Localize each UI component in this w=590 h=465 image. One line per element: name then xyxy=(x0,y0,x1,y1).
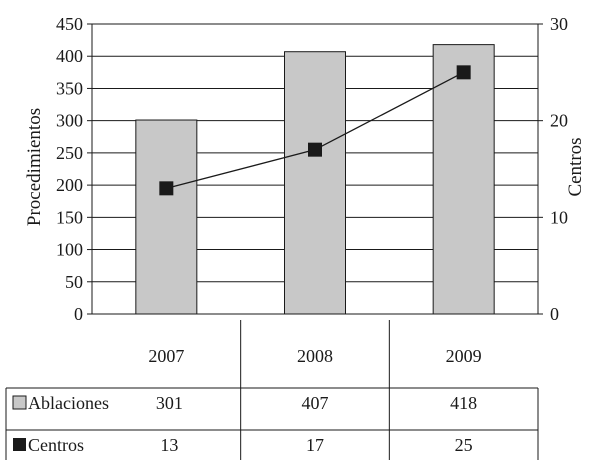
legend-label-centros: Centros xyxy=(28,435,84,455)
left-tick-label: 50 xyxy=(65,272,83,292)
right-tick-label: 20 xyxy=(550,111,568,131)
left-tick-label: 300 xyxy=(56,111,83,131)
category-label-2008: 2008 xyxy=(297,346,333,366)
right-axis-ticks: 0 10 20 30 xyxy=(538,14,568,324)
left-tick-label: 250 xyxy=(56,143,83,163)
bar-ablaciones-2008 xyxy=(284,51,346,315)
legend-swatch-ablaciones xyxy=(12,395,27,410)
table-value-centros-2009: 25 xyxy=(455,435,473,455)
table-value-ablaciones-2008: 407 xyxy=(302,393,329,413)
marker-centros-2007 xyxy=(159,181,174,196)
right-tick-label: 30 xyxy=(550,14,568,34)
left-axis-title: Procedimientos xyxy=(24,108,45,226)
left-tick-label: 200 xyxy=(56,175,83,195)
left-tick-label: 400 xyxy=(56,46,83,66)
axes xyxy=(91,24,539,315)
table-value-centros-2008: 17 xyxy=(306,435,324,455)
category-label-2007: 2007 xyxy=(148,346,184,366)
left-tick-label: 100 xyxy=(56,240,83,260)
marker-centros-2009 xyxy=(456,65,471,80)
right-tick-label: 10 xyxy=(550,207,568,227)
right-tick-label: 0 xyxy=(550,304,559,324)
bar-ablaciones-2009 xyxy=(432,44,495,315)
table-value-ablaciones-2009: 418 xyxy=(450,393,477,413)
category-label-2009: 2009 xyxy=(446,346,482,366)
data-table: 2007 2008 2009 Ablaciones 301 407 418 Centros 13… xyxy=(5,320,539,460)
table-value-ablaciones-2007: 301 xyxy=(156,393,183,413)
right-axis-title: Centros xyxy=(565,137,586,196)
left-tick-label: 450 xyxy=(56,14,83,34)
table-value-centros-2007: 13 xyxy=(160,435,178,455)
left-tick-label: 350 xyxy=(56,78,83,98)
left-axis-ticks: 0 50 100 150 200 250 300 350 400 450 xyxy=(56,14,92,324)
left-tick-label: 0 xyxy=(74,304,83,324)
left-tick-label: 150 xyxy=(56,207,83,227)
legend-swatch-centros xyxy=(13,438,26,451)
legend-label-ablaciones: Ablaciones xyxy=(28,393,109,413)
line-series-centros xyxy=(159,65,471,196)
bar-ablaciones-2007 xyxy=(135,119,198,315)
marker-centros-2008 xyxy=(308,142,322,157)
